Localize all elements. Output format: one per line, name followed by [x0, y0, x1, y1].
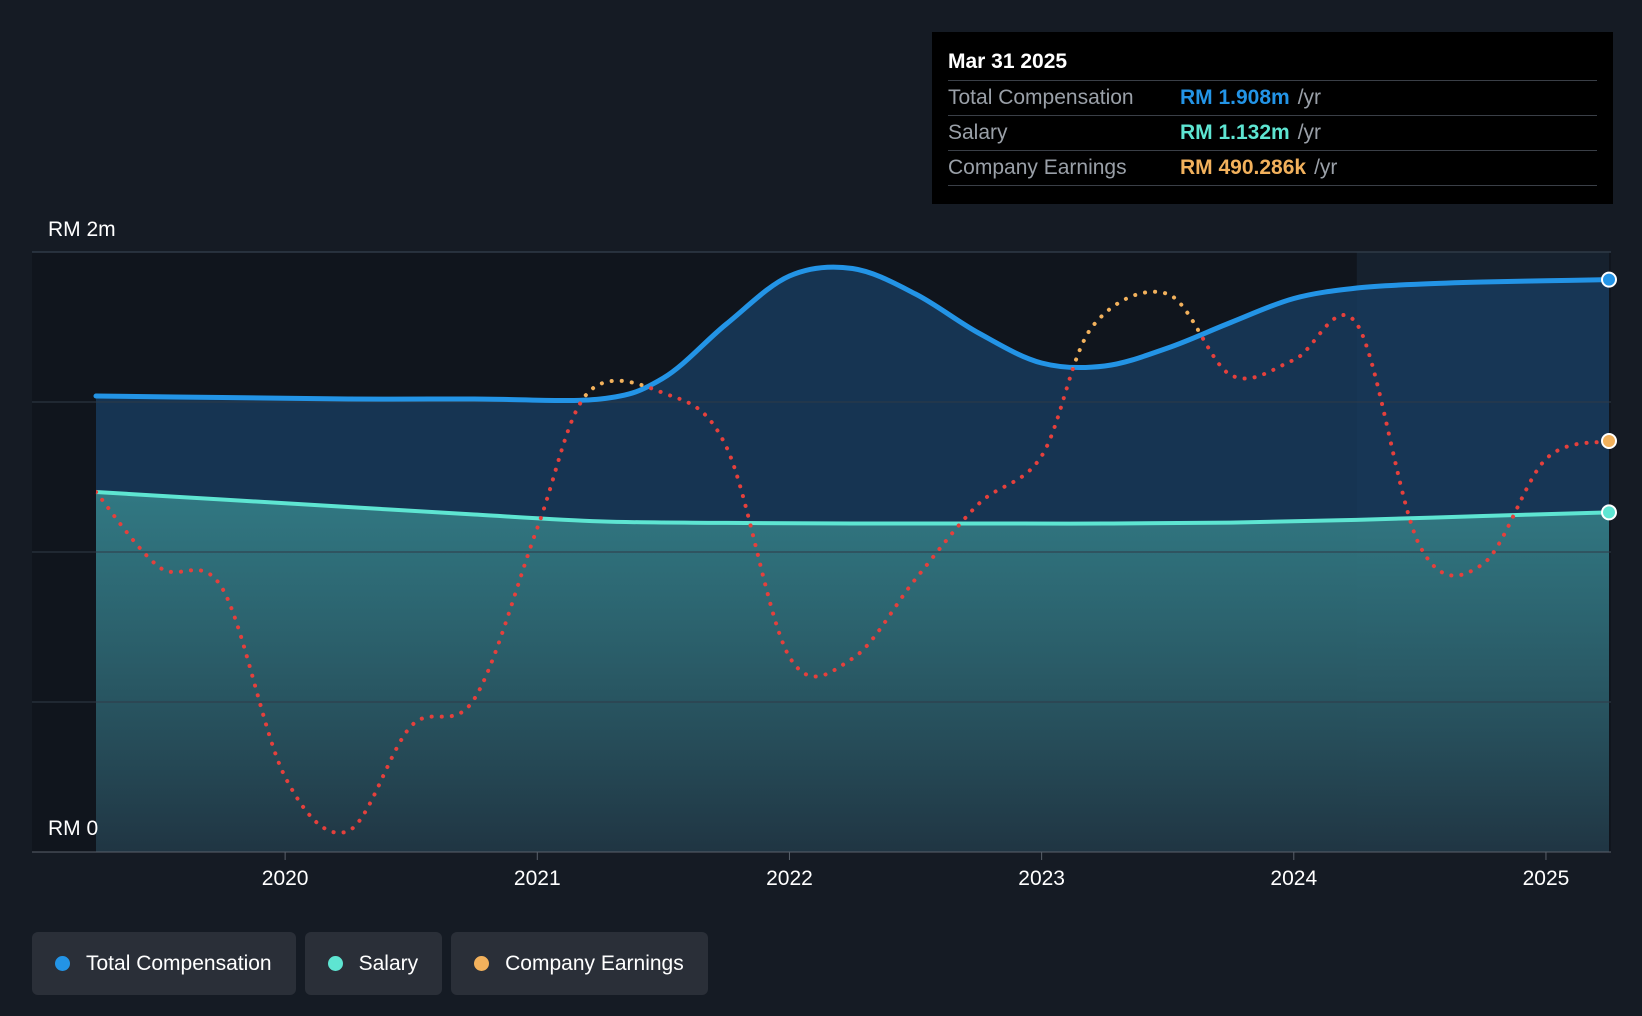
tooltip-row-company-earnings: Company Earnings RM 490.286k /yr	[948, 150, 1597, 186]
legend-item-company-earnings[interactable]: Company Earnings	[451, 932, 708, 995]
total-compensation-end-marker	[1601, 271, 1617, 288]
x-tick-label: 2022	[766, 867, 813, 890]
tooltip-row-total-compensation: Total Compensation RM 1.908m /yr	[948, 80, 1597, 115]
tooltip-value: RM 1.908m	[1180, 86, 1290, 109]
tooltip-date: Mar 31 2025	[948, 50, 1068, 73]
tooltip-unit: /yr	[1297, 86, 1322, 109]
y-axis-zero-label: RM 0	[48, 817, 98, 840]
hover-tooltip: Mar 31 2025 Total Compensation RM 1.908m…	[932, 32, 1613, 204]
chart-legend: Total Compensation Salary Company Earnin…	[32, 932, 708, 995]
legend-label: Salary	[358, 951, 419, 975]
legend-dot-icon	[474, 956, 490, 971]
x-tick-label: 2021	[514, 867, 561, 890]
legend-dot-icon	[327, 956, 343, 971]
salary-area	[96, 492, 1609, 852]
total-compensation-line	[93, 264, 1612, 404]
legend-dot-icon	[55, 956, 70, 971]
tooltip-label: Total Compensation	[948, 86, 1134, 109]
tooltip-label: Company Earnings	[948, 156, 1127, 179]
tooltip-unit: /yr	[1314, 156, 1338, 179]
salary-end-marker	[1601, 504, 1617, 521]
company-earnings-end-marker	[1601, 433, 1617, 449]
x-tick-label: 2024	[1270, 867, 1317, 890]
tooltip-unit: /yr	[1297, 121, 1322, 144]
company-earnings-line-below	[96, 289, 1609, 835]
legend-item-total-compensation[interactable]: Total Compensation	[32, 932, 296, 995]
legend-item-salary[interactable]: Salary	[304, 932, 443, 995]
tooltip-value: RM 1.132m	[1180, 121, 1290, 144]
legend-label: Company Earnings	[505, 951, 684, 975]
tooltip-value: RM 490.286k	[1180, 156, 1307, 179]
x-tick-label: 2025	[1523, 867, 1570, 890]
x-tick-label: 2020	[262, 867, 309, 890]
y-axis-max-label: RM 2m	[48, 218, 116, 241]
x-tick-label: 2023	[1018, 867, 1065, 890]
tooltip-label: Salary	[948, 121, 1008, 144]
tooltip-row-salary: Salary RM 1.132m /yr	[948, 115, 1597, 150]
legend-label: Total Compensation	[86, 951, 272, 975]
salary-line	[95, 490, 1610, 526]
